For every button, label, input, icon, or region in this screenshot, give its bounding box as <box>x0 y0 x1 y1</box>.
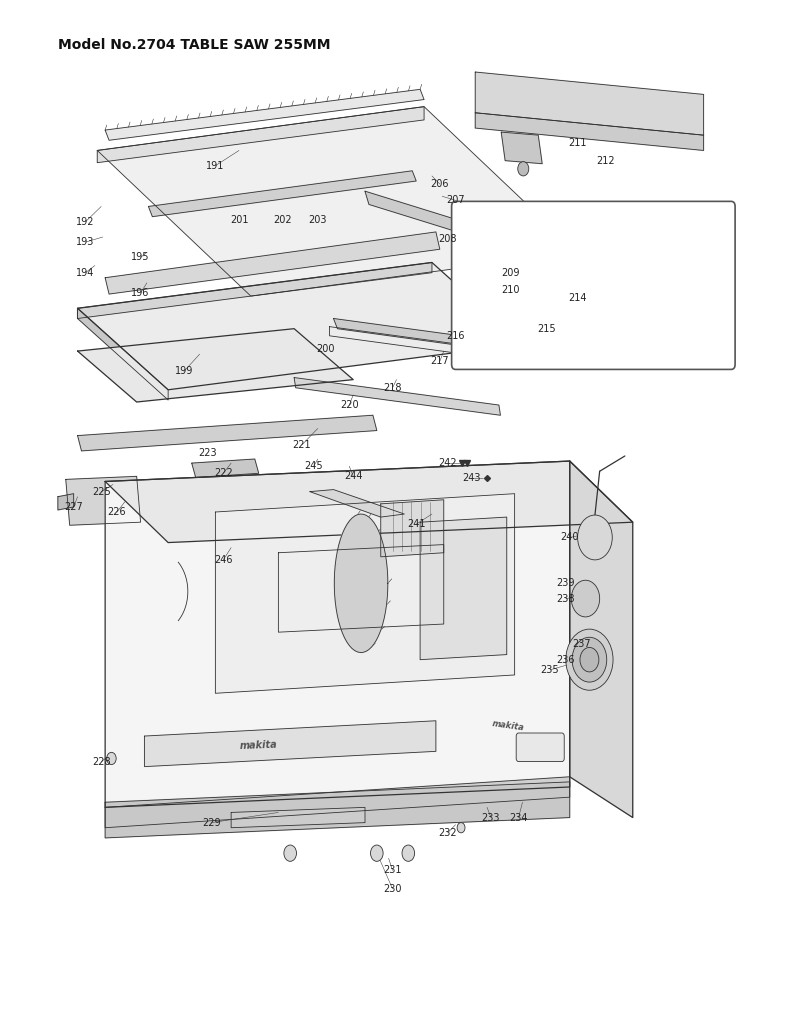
Text: 225: 225 <box>92 486 110 497</box>
Text: 196: 196 <box>132 288 150 298</box>
Polygon shape <box>420 517 507 659</box>
Polygon shape <box>144 721 436 767</box>
Text: 212: 212 <box>596 156 615 166</box>
Text: 193: 193 <box>76 238 94 247</box>
Polygon shape <box>66 476 140 525</box>
Text: 242: 242 <box>439 458 457 468</box>
Text: 223: 223 <box>198 447 216 458</box>
Polygon shape <box>335 514 388 652</box>
Polygon shape <box>105 782 569 838</box>
Polygon shape <box>475 113 703 151</box>
Polygon shape <box>192 459 259 477</box>
Polygon shape <box>78 329 353 402</box>
Polygon shape <box>105 461 633 543</box>
Polygon shape <box>105 89 424 140</box>
Circle shape <box>565 629 613 690</box>
Text: 245: 245 <box>305 461 323 471</box>
Text: 214: 214 <box>569 293 587 303</box>
Text: Model No.2704 TABLE SAW 255MM: Model No.2704 TABLE SAW 255MM <box>58 39 331 52</box>
Text: 230: 230 <box>383 884 402 894</box>
Polygon shape <box>569 461 633 817</box>
Text: 199: 199 <box>174 367 193 377</box>
Text: 211: 211 <box>569 138 587 148</box>
Text: 210: 210 <box>501 285 520 295</box>
Text: 216: 216 <box>446 331 465 341</box>
Polygon shape <box>231 807 365 827</box>
Text: 234: 234 <box>509 812 528 822</box>
Text: 202: 202 <box>273 215 292 224</box>
Text: 228: 228 <box>92 757 110 767</box>
Text: 191: 191 <box>206 161 224 171</box>
Text: 221: 221 <box>293 439 312 450</box>
Text: 207: 207 <box>446 196 465 206</box>
Text: 235: 235 <box>541 665 559 675</box>
Polygon shape <box>554 280 597 365</box>
Polygon shape <box>98 106 424 163</box>
Text: 233: 233 <box>481 812 500 822</box>
Text: 241: 241 <box>407 519 425 529</box>
Circle shape <box>284 845 297 861</box>
Text: 232: 232 <box>439 827 457 838</box>
FancyBboxPatch shape <box>516 733 565 762</box>
Text: makita: makita <box>239 740 278 752</box>
Circle shape <box>571 581 600 616</box>
Polygon shape <box>105 461 569 807</box>
Text: 218: 218 <box>383 383 402 393</box>
Polygon shape <box>105 231 440 294</box>
Text: 238: 238 <box>557 594 575 603</box>
Circle shape <box>402 845 415 861</box>
Circle shape <box>370 845 383 861</box>
Text: 231: 231 <box>383 865 402 876</box>
Polygon shape <box>78 262 432 318</box>
Text: 220: 220 <box>340 400 358 410</box>
Polygon shape <box>98 106 577 296</box>
Text: 236: 236 <box>557 654 575 665</box>
Text: 243: 243 <box>462 473 481 483</box>
Text: 246: 246 <box>214 555 232 565</box>
Polygon shape <box>78 308 168 400</box>
Text: 239: 239 <box>557 579 575 589</box>
Circle shape <box>572 637 607 682</box>
Text: makita: makita <box>491 720 524 733</box>
Polygon shape <box>365 191 565 265</box>
Text: 215: 215 <box>537 324 555 334</box>
Text: 227: 227 <box>64 502 83 512</box>
Polygon shape <box>334 318 561 359</box>
Polygon shape <box>105 777 569 827</box>
Polygon shape <box>58 494 74 510</box>
Text: 208: 208 <box>439 234 457 244</box>
Text: 229: 229 <box>202 817 220 827</box>
Polygon shape <box>78 262 523 390</box>
Polygon shape <box>475 72 703 135</box>
Circle shape <box>580 647 599 672</box>
Circle shape <box>107 753 116 765</box>
Text: 226: 226 <box>108 507 126 517</box>
Text: 192: 192 <box>76 217 94 226</box>
Polygon shape <box>501 132 542 164</box>
Polygon shape <box>294 378 500 416</box>
Text: 206: 206 <box>431 179 449 189</box>
Text: 217: 217 <box>431 356 449 367</box>
Text: 201: 201 <box>230 215 248 224</box>
Polygon shape <box>310 489 404 517</box>
Text: 194: 194 <box>76 267 94 278</box>
FancyBboxPatch shape <box>452 202 735 370</box>
Text: 200: 200 <box>316 344 335 354</box>
Circle shape <box>518 162 529 176</box>
Circle shape <box>577 515 612 560</box>
Polygon shape <box>216 494 515 693</box>
Text: 195: 195 <box>132 252 150 262</box>
Polygon shape <box>381 500 444 557</box>
Text: 209: 209 <box>501 267 520 278</box>
Circle shape <box>457 822 465 833</box>
Polygon shape <box>78 416 377 451</box>
Text: 203: 203 <box>308 215 327 224</box>
Text: 222: 222 <box>214 468 232 478</box>
Text: 240: 240 <box>561 532 579 543</box>
Text: 237: 237 <box>573 639 591 649</box>
Polygon shape <box>148 171 416 217</box>
Text: 244: 244 <box>344 471 362 481</box>
